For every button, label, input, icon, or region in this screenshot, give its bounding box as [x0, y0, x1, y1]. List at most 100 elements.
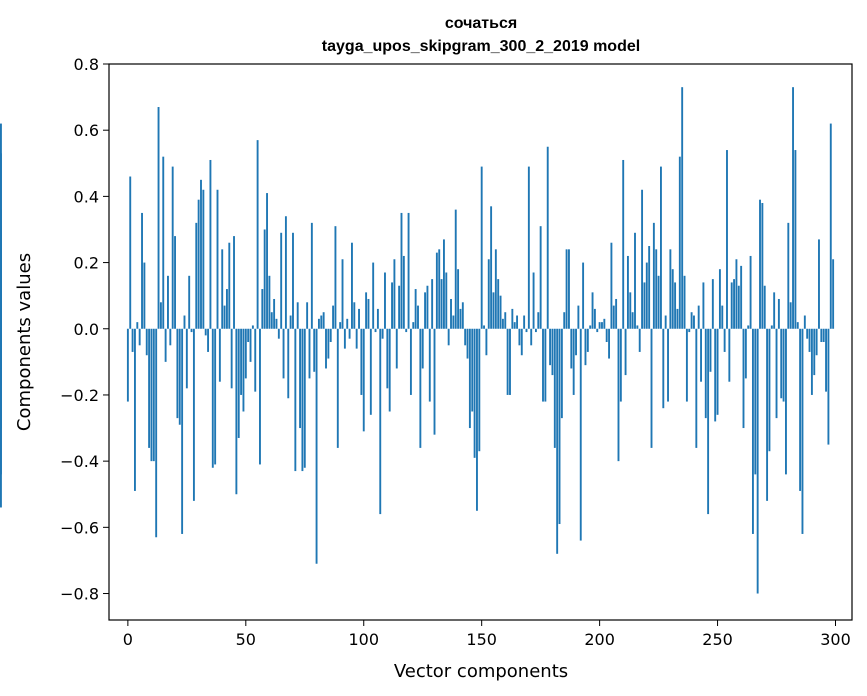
bar-248	[711, 279, 714, 329]
bar-62	[273, 298, 276, 329]
bar-117	[402, 255, 405, 329]
x-tick-label: 0	[123, 630, 133, 649]
bar-156	[494, 249, 497, 329]
bar-3	[134, 328, 136, 491]
bar-194	[584, 328, 587, 366]
bar-54	[254, 328, 257, 392]
bar-197	[591, 292, 594, 329]
bar-261	[742, 328, 745, 429]
bar-58	[263, 229, 266, 329]
bar-198	[593, 308, 596, 329]
bar-230	[669, 249, 672, 329]
bar-187	[568, 249, 570, 329]
bar-76	[306, 302, 309, 329]
x-tick-label: 100	[348, 630, 379, 649]
bar-47	[237, 328, 240, 438]
bar-259	[737, 285, 740, 329]
bar-81	[317, 318, 320, 329]
bar-82	[320, 315, 323, 329]
bar-206	[612, 305, 615, 329]
bar-44	[230, 328, 233, 389]
bar-284	[796, 322, 799, 329]
bar-134	[443, 239, 445, 329]
bar-95	[351, 242, 353, 329]
y-tick-label: 0.2	[74, 254, 99, 273]
bar-110	[386, 328, 389, 389]
bar-282	[792, 87, 794, 329]
bar-217	[638, 328, 641, 352]
bar-63	[275, 318, 278, 329]
bar-170	[527, 166, 530, 329]
bar-242	[697, 305, 700, 329]
bar-96	[353, 302, 356, 329]
bar-45	[233, 236, 235, 329]
bar-216	[636, 325, 639, 329]
y-tick-label: 0.8	[74, 55, 99, 74]
bar-46	[235, 328, 238, 495]
bar-283	[794, 150, 797, 329]
bar-214	[631, 312, 634, 329]
bar-193	[582, 262, 585, 329]
bar-75	[303, 328, 306, 468]
bar-15	[162, 156, 165, 329]
bar-99	[360, 328, 363, 395]
bar-188	[570, 328, 573, 369]
bar-139	[454, 209, 457, 329]
bar-276	[777, 298, 780, 329]
bar-245	[704, 328, 707, 419]
x-tick-label: 250	[702, 630, 733, 649]
bar-74	[301, 328, 304, 472]
bar-208	[617, 328, 620, 462]
bar-37	[214, 328, 217, 465]
bar-162	[509, 328, 511, 395]
bar-24	[183, 315, 186, 329]
plot-frame	[108, 63, 853, 621]
bar-147	[473, 328, 476, 458]
chart-subtitle: tayga_upos_skipgram_300_2_2019 model	[322, 38, 640, 55]
bar-55	[256, 140, 259, 329]
bar-256	[730, 282, 733, 329]
bar-97	[355, 328, 358, 349]
bar-277	[780, 328, 783, 399]
bar-33	[204, 328, 207, 336]
bar-73	[299, 328, 301, 429]
bar-1	[129, 176, 132, 329]
bar-140	[457, 269, 460, 329]
bar-undefined	[0, 295, 2, 329]
bar-78	[310, 222, 313, 329]
bar-238	[688, 328, 691, 333]
bar-26	[188, 275, 191, 329]
bar-7	[143, 262, 146, 329]
bar-87	[332, 305, 335, 329]
bar-52	[249, 328, 252, 362]
bar-30	[197, 199, 200, 329]
bar-195	[586, 328, 589, 352]
bar-196	[589, 325, 592, 329]
bar-128	[428, 328, 431, 402]
bar-101	[365, 292, 368, 329]
bar-152	[485, 328, 488, 356]
bar-84	[325, 328, 327, 369]
bar-113	[393, 259, 396, 329]
bar-21	[176, 328, 179, 419]
bar-294	[820, 328, 823, 342]
bar-258	[735, 259, 738, 329]
bar-166	[518, 328, 521, 346]
bar-278	[782, 328, 785, 402]
bar-212	[626, 255, 629, 329]
bar-23	[181, 328, 184, 534]
y-tick-label: −0.4	[60, 452, 99, 471]
bar-130	[433, 328, 436, 435]
bar-43	[228, 242, 231, 329]
bar-202	[603, 318, 606, 329]
bar-177	[544, 328, 547, 402]
bar-281	[789, 302, 792, 329]
bar-199	[596, 328, 599, 333]
bar-246	[707, 328, 710, 515]
bar-174	[537, 312, 540, 329]
bar-182	[556, 328, 559, 554]
x-tick-label: 50	[236, 630, 256, 649]
bar-10	[150, 328, 153, 462]
bar-38	[216, 189, 219, 329]
